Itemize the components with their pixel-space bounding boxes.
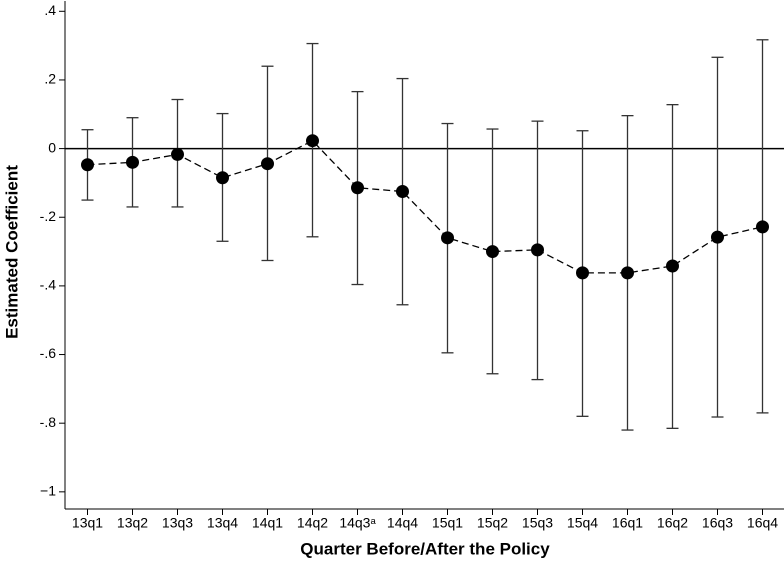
point — [576, 266, 589, 280]
point — [441, 231, 454, 245]
y-tick-label: −1 — [40, 483, 56, 499]
point — [396, 185, 409, 198]
x-tick-label: 13q3 — [162, 515, 193, 531]
y-tick-label: -.6 — [40, 345, 57, 361]
y-tick-label: .2 — [44, 71, 56, 87]
point — [81, 158, 94, 172]
point — [306, 134, 319, 148]
point — [171, 147, 184, 161]
x-tick-label: 16q4 — [747, 515, 778, 531]
y-tick-label: .4 — [44, 2, 56, 18]
y-tick-label: -.8 — [40, 414, 57, 430]
x-tick-label: 14q4 — [387, 515, 418, 531]
point — [531, 243, 544, 257]
x-tick-label: 13q1 — [72, 515, 103, 531]
x-tick-label: 15q2 — [477, 515, 508, 531]
x-tick-label: 16q1 — [612, 515, 643, 531]
x-tick-label: 14q2 — [297, 515, 328, 531]
y-tick-label: 0 — [48, 139, 56, 155]
point — [621, 266, 634, 280]
x-tick-label: 15q4 — [567, 515, 598, 531]
coefficient-line — [87, 139, 763, 274]
x-tick-label: 15q1 — [432, 515, 463, 531]
point — [351, 181, 364, 195]
y-tick-label: -.2 — [40, 208, 57, 224]
x-tick-label: 13q4 — [207, 515, 238, 531]
point — [126, 155, 139, 169]
x-tick-label: 16q3 — [702, 515, 733, 531]
x-tick-label: 14q3ᵃ — [339, 515, 376, 531]
x-tick-label: 16q2 — [657, 515, 688, 531]
x-axis-title: Quarter Before/After the Policy — [300, 539, 550, 558]
point — [216, 171, 229, 185]
x-tick-label: 13q2 — [117, 515, 148, 531]
y-tick-label: -.4 — [40, 277, 57, 293]
point — [261, 157, 274, 171]
point — [756, 220, 769, 234]
point — [486, 245, 499, 259]
point — [711, 230, 724, 244]
x-tick-label: 15q3 — [522, 515, 553, 531]
x-tick-label: 14q1 — [252, 515, 283, 531]
point — [666, 259, 679, 273]
y-axis-title: Estimated Coefficient — [2, 165, 21, 339]
